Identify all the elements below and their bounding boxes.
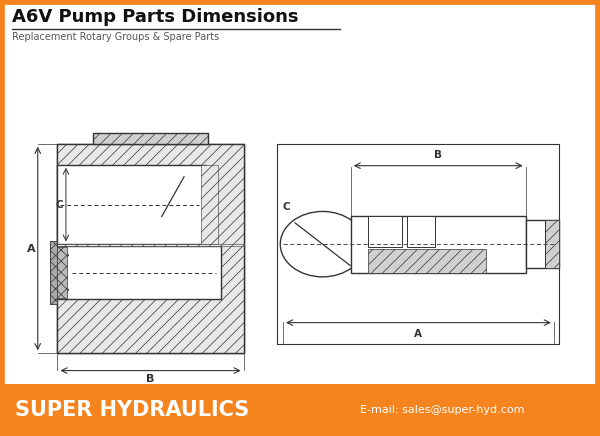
Text: E-mail: sales@super-hyd.com: E-mail: sales@super-hyd.com	[360, 405, 524, 415]
Text: C: C	[55, 200, 63, 210]
Text: B: B	[146, 375, 155, 384]
Text: B: B	[434, 150, 442, 160]
Text: A6V Pump Parts Dimensions: A6V Pump Parts Dimensions	[12, 8, 299, 26]
Bar	[93, 133, 208, 144]
Bar	[58, 246, 221, 299]
Bar	[58, 144, 244, 353]
Bar	[58, 165, 206, 244]
Bar	[277, 144, 559, 344]
Bar	[368, 249, 486, 272]
Bar	[50, 241, 58, 304]
Bar	[351, 216, 526, 272]
Bar	[0, 384, 600, 436]
Text: D: D	[55, 268, 64, 278]
Bar	[58, 244, 244, 246]
Bar	[526, 220, 559, 268]
Text: A: A	[26, 244, 35, 253]
Bar	[545, 220, 559, 268]
Text: D: D	[544, 239, 553, 249]
Bar	[58, 248, 67, 298]
Text: SUPER HYDRAULICS: SUPER HYDRAULICS	[15, 400, 249, 420]
Text: A: A	[415, 329, 422, 338]
Text: C: C	[282, 202, 290, 212]
Bar	[368, 216, 401, 247]
Bar	[58, 144, 244, 353]
Bar	[50, 241, 58, 304]
Circle shape	[280, 211, 365, 277]
Text: Replacement Rotary Groups & Spare Parts: Replacement Rotary Groups & Spare Parts	[12, 32, 219, 42]
Bar	[201, 165, 218, 244]
Bar	[407, 216, 436, 247]
